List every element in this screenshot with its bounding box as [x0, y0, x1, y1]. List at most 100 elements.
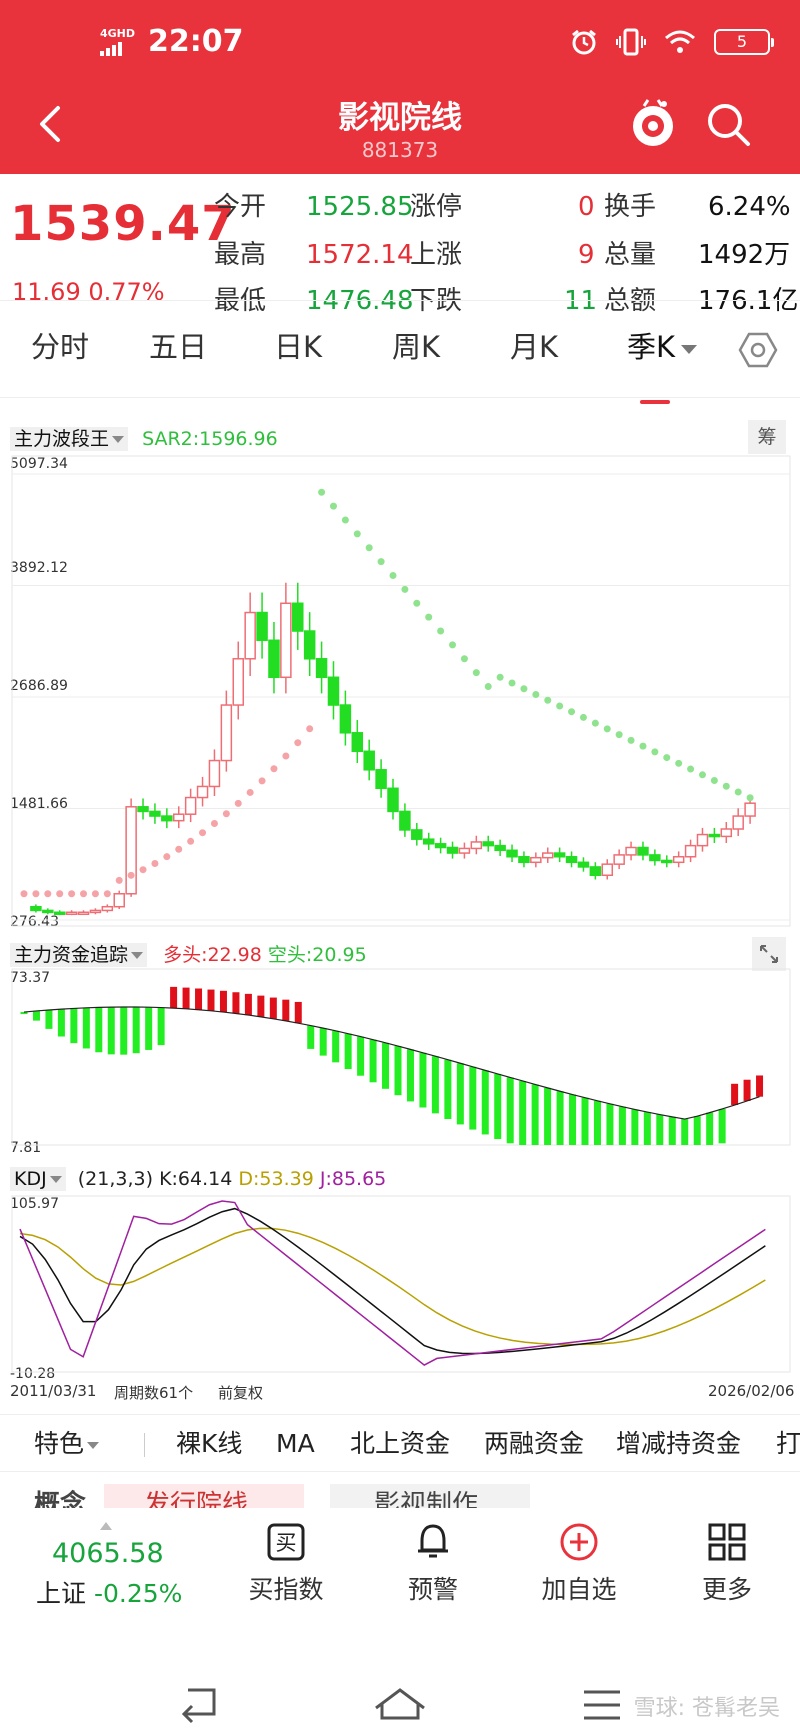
k-label: K:64.14 [159, 1168, 233, 1190]
tab-quarterly-k[interactable]: 季K [612, 312, 712, 398]
candle-body [256, 611, 268, 642]
concept-label: 概念 [34, 1490, 87, 1510]
fund-bar [244, 993, 252, 1016]
back-arrow-icon[interactable] [30, 102, 74, 146]
sar-dot [401, 585, 409, 593]
sar-dot [425, 613, 433, 621]
fund-bar [369, 1039, 377, 1083]
sar-dot [734, 788, 742, 796]
fund-bar [95, 1007, 103, 1053]
feature-special[interactable]: 特色 [34, 1415, 100, 1471]
fund-bar [232, 992, 240, 1014]
y-tick-label: 3892.12 [10, 560, 68, 576]
tab-five-day[interactable]: 五日 [148, 330, 207, 364]
tab-weekly-k[interactable]: 周K [391, 330, 441, 364]
long-label: 多头:22.98 [163, 944, 262, 966]
falling-label: 下跌 [410, 286, 463, 316]
candle-body [661, 859, 673, 864]
system-home-icon[interactable] [372, 1686, 428, 1722]
signal-icon [100, 42, 122, 56]
kdj-ymin: -10.28 [10, 1366, 56, 1382]
candle-body [696, 833, 709, 847]
candle-body [375, 769, 387, 790]
nav-header: 影视院线 881373 [0, 86, 800, 174]
add-watchlist-button[interactable]: 加自选 [524, 1522, 634, 1606]
candle-body [411, 829, 423, 840]
fund-bar [219, 990, 227, 1013]
fund-bar [756, 1075, 764, 1097]
feature-naked-k[interactable]: 裸K线 [176, 1429, 243, 1458]
candle-body [303, 630, 316, 660]
falling-value: 11 [564, 286, 598, 316]
candle-body [268, 639, 280, 679]
fund-bar [195, 988, 203, 1010]
sar-dot [722, 782, 730, 790]
network-type: 4GHD [100, 27, 136, 40]
chart-start-date: 2011/03/31 [10, 1382, 97, 1400]
tab-daily-k[interactable]: 日K [273, 330, 323, 364]
top-bar: 4GHD 22:07 5 影视院线 [0, 0, 800, 174]
active-tab-indicator [640, 400, 670, 404]
fund-bar [569, 1094, 577, 1145]
sar-dot [294, 739, 302, 747]
candle-body [327, 676, 340, 706]
search-icon[interactable] [704, 100, 752, 148]
chip-button[interactable]: 筹 [748, 420, 786, 454]
fund-bar [20, 1012, 28, 1015]
sar-dot [234, 799, 242, 807]
feature-northbound[interactable]: 北上资金 [350, 1429, 451, 1458]
expand-icon[interactable] [752, 937, 786, 971]
fund-bar [32, 1010, 40, 1021]
candlestick-chart[interactable] [0, 450, 800, 930]
index-value[interactable]: 4065.58 [52, 1538, 164, 1569]
feature-ma[interactable]: MA [276, 1429, 315, 1458]
bell-icon [418, 1524, 448, 1558]
tab-monthly-k[interactable]: 月K [509, 330, 559, 364]
tab-intraday[interactable]: 分时 [30, 330, 89, 364]
fund-bar [182, 987, 190, 1009]
system-menu-icon[interactable] [580, 1688, 624, 1722]
fund-bar [731, 1083, 739, 1106]
hexagon-settings-icon[interactable] [738, 330, 778, 370]
index-name[interactable]: 上证 -0.25% [36, 1579, 183, 1608]
candle-body [220, 704, 233, 762]
feature-margin[interactable]: 两融资金 [484, 1429, 585, 1458]
sar-dot [484, 683, 492, 691]
main-indicator-selector[interactable]: 主力波段王 SAR2:1596.96 [10, 424, 278, 451]
amount-value: 176.1亿 [698, 286, 799, 316]
kdj-indicator-selector[interactable]: KDJ (21,3,3) K:64.14 D:53.39 J:85.65 [10, 1167, 386, 1191]
fund-bar [394, 1046, 402, 1096]
system-nav-bar [0, 1622, 800, 1733]
concept-tag[interactable]: 发行院线 [104, 1484, 304, 1510]
sar-dot [258, 777, 266, 785]
short-label: 空头:20.95 [267, 944, 367, 966]
candle-body [577, 861, 590, 868]
sar-dot [115, 876, 123, 884]
candle-body [387, 787, 399, 813]
sar-dot [127, 871, 135, 879]
fund-bar [618, 1106, 626, 1145]
fund-bar [456, 1063, 464, 1125]
fund-indicator-selector[interactable]: 主力资金追踪 多头:22.98 空头:20.95 [10, 940, 367, 967]
buy-index-button[interactable]: 买 买指数 [231, 1522, 341, 1606]
concept-tag[interactable]: 影视制作 [330, 1484, 530, 1510]
more-button[interactable]: 更多 [672, 1522, 782, 1606]
feature-more-cut[interactable]: 打 [776, 1429, 800, 1458]
open-label: 今开 [214, 192, 267, 222]
kdj-line-chart[interactable] [0, 1192, 800, 1382]
sar-dot [698, 771, 706, 779]
feature-holding-change[interactable]: 增减持资金 [616, 1429, 742, 1458]
candle-body [732, 815, 744, 830]
candle-body [518, 856, 530, 864]
sar-dot [710, 777, 718, 785]
index-up-arrow-icon [100, 1522, 112, 1530]
alert-button[interactable]: 预警 [378, 1522, 488, 1606]
page-title: 影视院线 [338, 100, 462, 136]
stock-code: 881373 [361, 138, 439, 162]
sar-dot [675, 759, 683, 767]
system-back-icon[interactable] [178, 1684, 222, 1724]
fund-bar [357, 1036, 365, 1076]
sar-dot [496, 673, 504, 681]
fund-bar-chart[interactable] [0, 965, 800, 1165]
robot-assistant-icon[interactable] [628, 98, 678, 150]
